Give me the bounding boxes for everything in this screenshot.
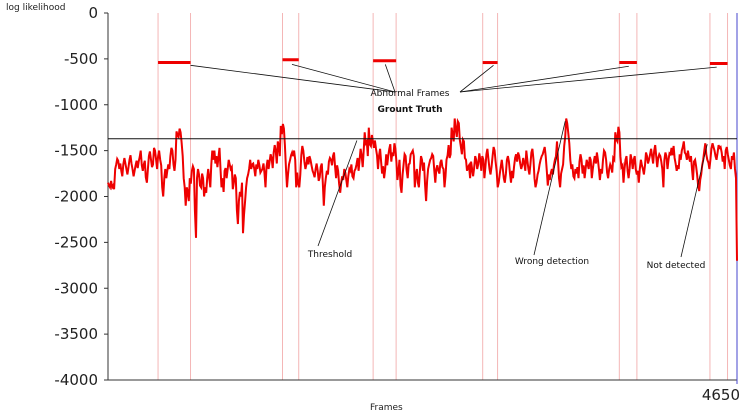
y-axis-title: log likelihood [6,3,65,13]
series-line [107,117,738,261]
abnormal-frames-pointer [190,64,396,93]
y-tick-label: -2000 [54,188,98,206]
threshold-label: Threshold [307,250,352,260]
abnormal-frames-label: Abnormal Frames [371,89,450,99]
y-tick-label: -4000 [54,371,98,389]
annotations: Abnormal Frames Grount Truth Threshold Wron… [190,63,717,271]
wrong-detection-pointer [533,121,566,256]
y-axis: 0 -500 -1000 -1500 -2000 -2500 -3000 -3500 -4000 [54,4,109,389]
ground-truth-segments [158,58,728,65]
y-tick-label: 0 [88,4,98,22]
x-end-label: 4650 [702,386,740,404]
ground-truth-guide-lines [157,13,729,380]
abnormal-frames-pointer [459,66,717,93]
x-axis: 4650 [108,13,740,404]
y-tick-label: -2500 [54,233,98,251]
ground-truth-label: Grount Truth [378,105,443,115]
y-tick-label: -500 [64,50,98,68]
threshold-pointer [317,140,358,247]
y-tick-label: -1500 [54,142,98,160]
abnormal-frames-pointer [384,64,396,93]
not-detected-label: Not detected [647,261,706,271]
wrong-detection-label: Wrong detection [515,257,589,267]
abnormal-frames-pointer [291,63,396,93]
not-detected-pointer [680,144,708,258]
likelihood-series [107,117,738,261]
abnormal-frames-pointer [459,64,494,93]
y-tick-label: -3000 [54,279,98,297]
y-tick-label: -3500 [54,325,98,343]
abnormal-frames-pointer [459,65,629,93]
y-tick-label: -1000 [54,96,98,114]
x-axis-title: Frames [370,403,403,413]
